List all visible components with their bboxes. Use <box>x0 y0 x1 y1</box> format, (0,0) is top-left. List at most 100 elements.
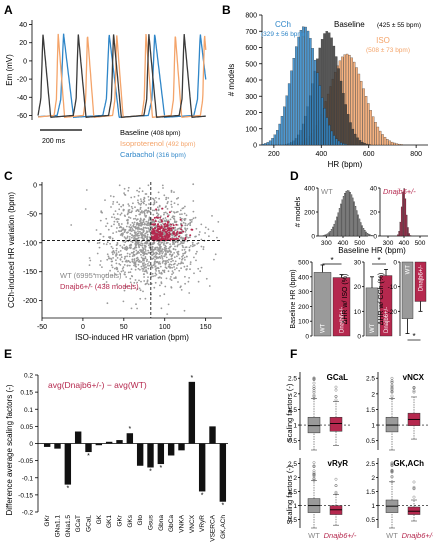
c-point-wt <box>152 275 155 278</box>
c-point-wt <box>163 293 166 296</box>
d-hist-dnaj-y-tick-label: 40 <box>370 186 378 193</box>
c-x-tick-label: 150 <box>200 324 212 331</box>
c-point-wt <box>127 260 130 263</box>
c-point-wt <box>158 261 161 263</box>
c-point-wt <box>136 288 139 290</box>
c-point-wt <box>216 236 218 239</box>
c-point-wt <box>126 246 129 249</box>
f-y-axis-label-bottom: Scaling factors (-) <box>285 465 294 524</box>
c-point-wt <box>171 253 174 256</box>
c-point-wt <box>129 217 132 219</box>
c-point-wt <box>140 200 143 203</box>
c-point-wt <box>123 244 126 246</box>
c-point-wt <box>184 282 187 285</box>
c-point-wt <box>157 267 160 270</box>
c-point-wt <box>146 235 149 238</box>
e-bar <box>219 443 227 502</box>
c-point-wt <box>154 255 157 257</box>
c-point-wt <box>182 207 185 209</box>
c-point-wt <box>117 218 120 221</box>
c-point-wt <box>106 302 109 305</box>
c-point-wt <box>120 205 123 208</box>
c-point-wt <box>181 255 183 258</box>
c-point-wt <box>140 202 143 205</box>
c-point-wt <box>177 262 180 265</box>
c-point-wt <box>171 270 174 272</box>
c-point-wt <box>144 235 147 238</box>
d-sig-star: * <box>412 332 415 341</box>
c-point-wt <box>134 225 137 228</box>
b-bar-cch <box>283 106 286 146</box>
f-outlier-dnaj <box>412 485 416 489</box>
b-stat-baseline: (425 ± 55 bpm) <box>377 22 421 29</box>
c-point-wt <box>160 223 163 226</box>
a-legend-name: Baseline <box>120 128 151 137</box>
c-point-wt <box>156 206 159 209</box>
c-point-wt <box>129 261 132 264</box>
c-point-wt <box>176 197 178 200</box>
c-point-wt <box>157 276 160 279</box>
c-point-wt <box>187 223 190 225</box>
c-point-wt <box>156 249 159 251</box>
panel-letter-b: B <box>222 3 231 17</box>
c-point-wt <box>130 288 133 290</box>
c-point-wt <box>159 262 162 265</box>
c-point-wt <box>180 240 182 243</box>
e-y-tick-label: 0.15 <box>20 390 33 397</box>
c-point-dnajb6 <box>180 228 183 231</box>
b-bar-cch <box>261 143 265 146</box>
c-point-wt <box>144 216 147 218</box>
c-point-wt <box>139 230 141 233</box>
c-point-wt <box>126 261 128 263</box>
b-bar-cch <box>280 116 284 146</box>
c-point-wt <box>123 273 126 275</box>
d-hist-wt-y-tick-label: 400 <box>304 186 315 193</box>
c-point-wt <box>186 227 189 230</box>
c-point-wt <box>145 193 148 195</box>
c-point-wt <box>158 251 161 254</box>
e-bar <box>105 441 113 444</box>
e-y-tick-label: -0.05 <box>18 458 33 465</box>
c-point-wt <box>123 214 126 217</box>
c-point-wt <box>157 191 160 194</box>
c-point-wt <box>191 245 194 248</box>
c-point-wt <box>102 278 105 280</box>
c-point-dnajb6 <box>153 216 156 219</box>
c-point-wt <box>138 287 141 290</box>
c-point-wt <box>133 281 136 284</box>
c-point-wt <box>167 303 170 306</box>
c-point-wt <box>110 206 112 208</box>
c-point-wt <box>212 230 215 233</box>
c-point-wt <box>185 214 188 217</box>
c-point-wt <box>208 235 210 238</box>
c-point-wt <box>158 270 161 272</box>
c-point-wt <box>180 223 183 225</box>
c-point-wt <box>102 235 105 238</box>
c-point-wt <box>138 222 141 225</box>
b-bar-cch <box>342 143 345 146</box>
e-bar <box>74 431 82 444</box>
c-point-wt <box>179 216 182 219</box>
panel-letter-f: F <box>290 347 297 361</box>
c-point-dnajb6 <box>163 238 166 241</box>
c-legend-dnajb6: Dnajb6+/- (438 models) <box>60 282 139 291</box>
c-point-wt <box>151 250 154 253</box>
c-point-wt <box>172 248 175 251</box>
c-point-wt <box>168 258 170 261</box>
d-hist-wt-bar <box>325 234 327 237</box>
c-point-wt <box>128 205 131 207</box>
c-point-wt <box>143 280 146 282</box>
b-y-tick-label: 0 <box>253 143 257 150</box>
c-x-tick-label: 50 <box>120 324 128 331</box>
f-outlier-wt <box>312 376 316 380</box>
c-point-dnajb6 <box>152 218 154 221</box>
b-y-tick-label: 400 <box>245 78 257 85</box>
d-bar-y-tick-label: 500 <box>298 260 309 267</box>
c-point-wt <box>167 270 170 273</box>
c-point-wt <box>138 187 141 190</box>
a-scale-bar-label: 200 ms <box>42 138 65 145</box>
c-point-wt <box>136 307 139 310</box>
c-point-wt <box>123 264 126 266</box>
b-bar-baseline <box>342 93 345 146</box>
c-point-wt <box>131 228 134 230</box>
